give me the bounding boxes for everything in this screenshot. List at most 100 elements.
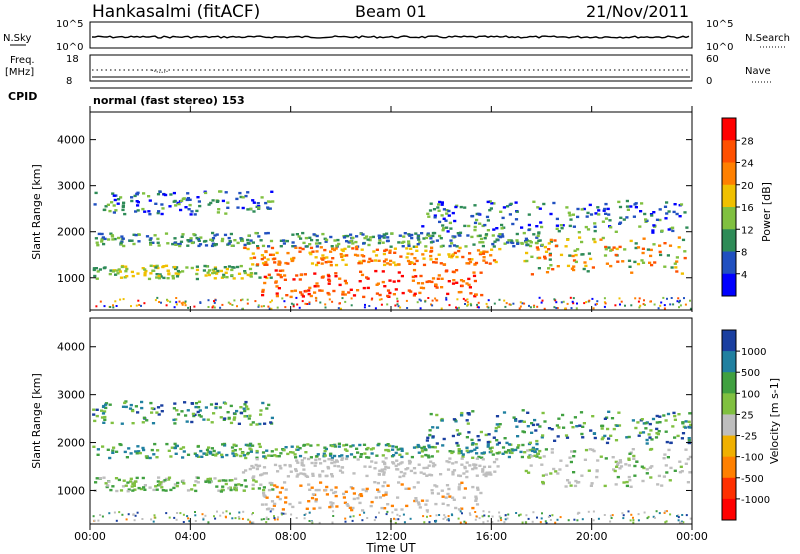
echo-cell <box>422 466 426 470</box>
echo-cell <box>315 239 319 242</box>
echo-cell <box>394 521 397 524</box>
colorbar-segment <box>722 414 736 437</box>
echo-cell <box>265 449 269 452</box>
echo-cell <box>111 270 115 273</box>
echo-cell <box>637 513 640 516</box>
echo-cell <box>248 447 252 450</box>
echo-cell <box>430 246 434 249</box>
echo-cell <box>363 511 366 514</box>
y-tick-label: 1000 <box>57 272 85 285</box>
nsky-trace <box>91 35 690 39</box>
echo-cell <box>512 245 516 248</box>
echo-cell <box>114 209 118 212</box>
echo-cell <box>486 219 490 222</box>
echo-cell <box>573 518 576 521</box>
echo-cell <box>334 494 338 498</box>
echo-cell <box>407 242 411 246</box>
echo-cell <box>472 271 476 274</box>
echo-cell <box>329 504 333 507</box>
echo-cell <box>129 480 133 483</box>
echo-cell <box>278 269 282 272</box>
echo-cell <box>454 205 458 209</box>
echo-cell <box>505 302 508 305</box>
echo-cell <box>251 252 255 255</box>
echo-cell <box>500 233 504 236</box>
echo-cell <box>473 466 477 469</box>
echo-cell <box>402 513 405 516</box>
colorbar-segment <box>722 351 736 373</box>
echo-cell <box>416 235 421 238</box>
echo-cell <box>673 436 677 439</box>
echo-cell <box>381 241 385 244</box>
echo-cell <box>396 496 400 499</box>
echo-cell <box>272 504 276 507</box>
echo-cell <box>618 205 623 209</box>
echo-cell <box>419 307 422 310</box>
echo-cell <box>340 248 344 251</box>
echo-cell <box>330 456 334 460</box>
echo-cell <box>131 409 135 413</box>
echo-cell <box>243 415 247 418</box>
echo-cell <box>603 297 606 300</box>
echo-cell <box>619 303 621 306</box>
echo-cell <box>580 432 584 436</box>
echo-cell <box>249 207 253 210</box>
echo-cell <box>669 466 673 470</box>
echo-cell <box>331 502 335 505</box>
echo-cell <box>506 517 509 520</box>
echo-cell <box>593 229 597 233</box>
echo-cell <box>113 237 117 241</box>
echo-cell <box>665 510 668 513</box>
echo-cell <box>572 265 576 268</box>
echo-cell <box>278 464 282 468</box>
echo-cell <box>130 305 132 308</box>
echo-cell <box>475 457 479 460</box>
echo-cell <box>483 237 487 240</box>
echo-cell <box>488 262 492 265</box>
echo-cell <box>473 225 477 229</box>
echo-cell <box>471 485 475 489</box>
echo-cell <box>532 233 536 236</box>
echo-cell <box>588 299 591 302</box>
echo-cell <box>416 243 420 246</box>
echo-cell <box>530 273 534 276</box>
echo-cell <box>582 267 586 271</box>
echo-cell <box>173 483 177 486</box>
echo-cell <box>169 488 173 492</box>
echo-cell <box>535 448 539 451</box>
echo-cell <box>197 400 202 403</box>
echo-cell <box>235 454 239 457</box>
echo-cell <box>157 274 161 278</box>
echo-cell <box>290 289 294 293</box>
echo-cell <box>464 299 467 302</box>
echo-cell <box>402 235 406 238</box>
echo-cell <box>431 277 436 280</box>
echo-cell <box>593 436 597 440</box>
echo-cell <box>466 304 469 307</box>
echo-cell <box>224 479 228 482</box>
echo-cell <box>181 233 185 236</box>
echo-cell <box>668 479 672 482</box>
echo-cell <box>527 517 530 520</box>
echo-cell <box>530 255 534 258</box>
echo-cell <box>476 234 480 238</box>
echo-cell <box>605 441 610 445</box>
echo-cell <box>456 307 459 310</box>
echo-cell <box>571 426 575 429</box>
echo-cell <box>251 241 255 244</box>
echo-cell <box>349 453 354 456</box>
echo-cell <box>286 452 290 456</box>
echo-cell <box>112 306 115 309</box>
echo-cell <box>644 218 648 221</box>
echo-cell <box>503 437 507 440</box>
echo-cell <box>584 225 588 229</box>
echo-cell <box>420 499 425 502</box>
echo-cell <box>284 496 288 499</box>
echo-cell <box>609 514 612 517</box>
echo-cell <box>535 439 539 443</box>
echo-cell <box>103 418 107 421</box>
echo-cell <box>270 454 274 457</box>
echo-cell <box>112 304 114 307</box>
echo-cell <box>677 516 680 519</box>
echo-cell <box>407 244 411 247</box>
